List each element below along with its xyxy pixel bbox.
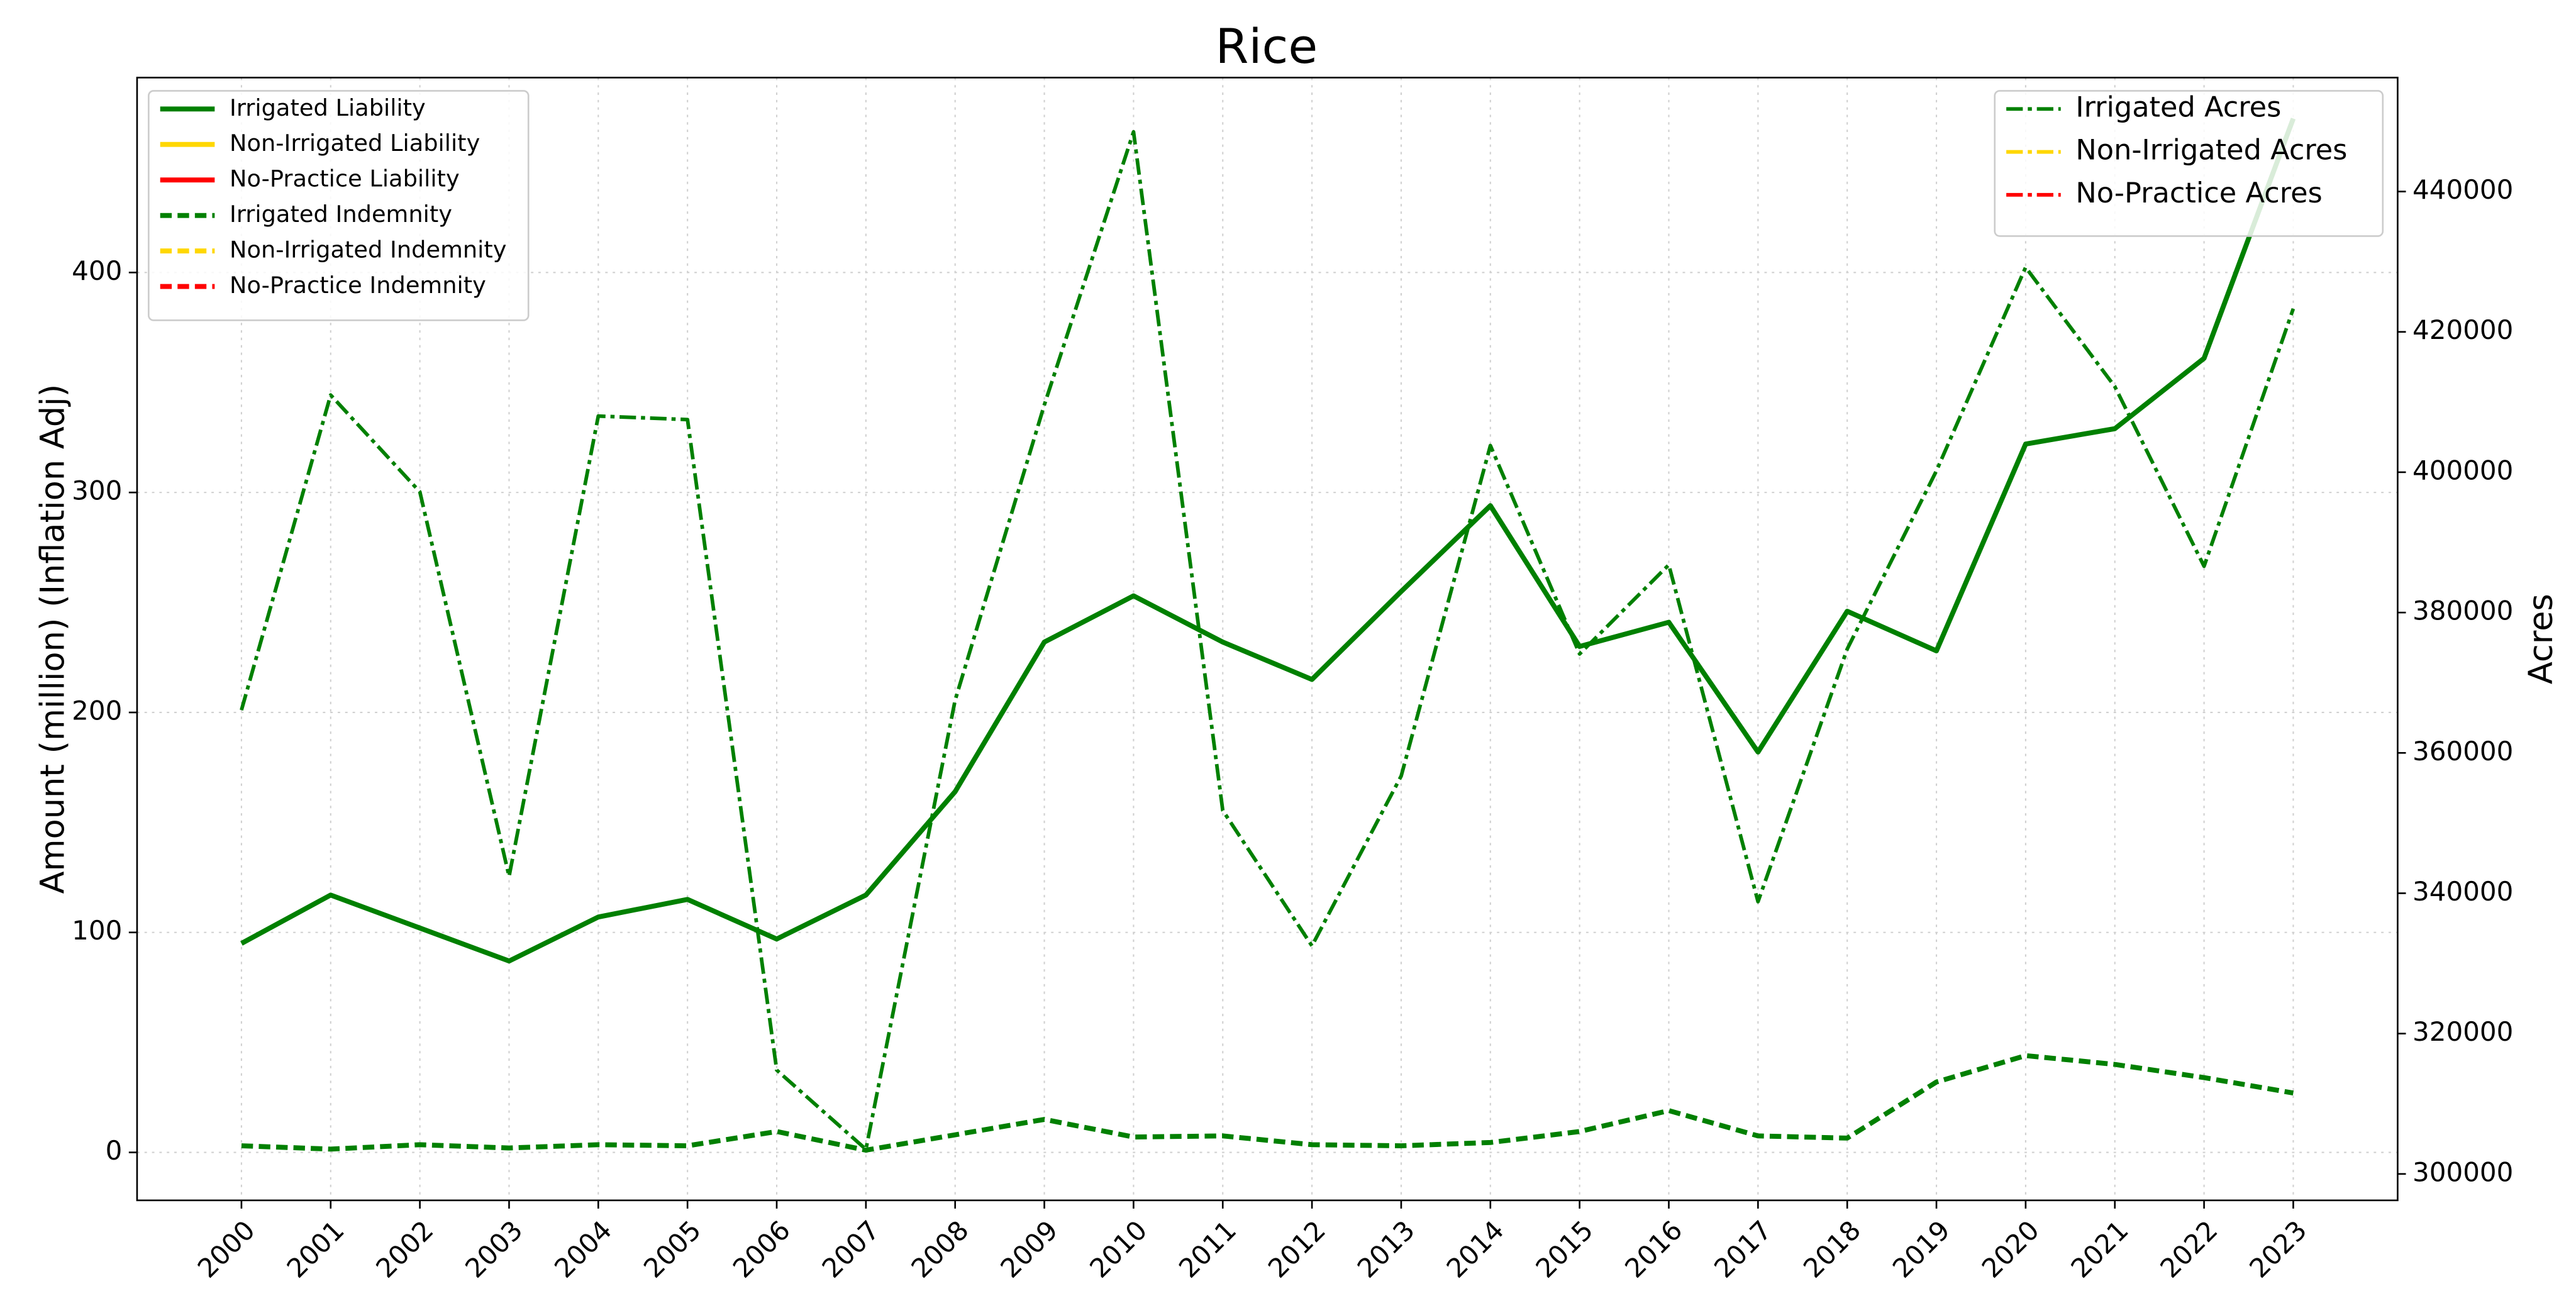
y-axis-label: Amount (million) (Inflation Adj) [33,384,72,894]
y-tick-label: 100 [72,915,122,946]
legend-label: Non-Irrigated Indemnity [230,236,507,263]
legend-label: Non-Irrigated Acres [2075,134,2347,167]
legend-label: Irrigated Acres [2075,91,2281,123]
series-line [240,130,2296,1151]
legend-label: No-Practice Acres [2075,177,2322,209]
legend-label: Irrigated Indemnity [230,201,452,228]
legend-label: No-Practice Indemnity [230,272,486,299]
y2-tick-label: 420000 [2412,314,2513,345]
y-tick-label: 400 [72,255,122,286]
chart-title: Rice [1216,18,1318,74]
y-tick-label: 300 [72,475,122,506]
y2-tick-label: 400000 [2412,455,2513,485]
series-line [240,118,2296,964]
y2-tick-label: 300000 [2412,1156,2513,1187]
y2-tick-label: 440000 [2412,174,2513,205]
legend-box [148,90,530,321]
legend: Irrigated Acres Non-Irrigated Acres No-Pra… [1994,90,2384,237]
legend-box [1994,90,2384,237]
legend-label: Non-Irrigated Liability [230,130,480,157]
y2-tick-label: 320000 [2412,1016,2513,1047]
legend-label: No-Practice Liability [230,165,460,192]
legend-label: Irrigated Liability [230,94,426,121]
y-tick-label: 0 [106,1135,123,1166]
y2-axis-label: Acres [2522,594,2560,684]
legend: Irrigated Liability Non-Irrigated Liabili… [148,90,530,321]
y-tick-label: 200 [72,695,122,726]
y2-tick-label: 360000 [2412,736,2513,767]
plot-frame [136,77,2399,1202]
y2-tick-label: 380000 [2412,596,2513,626]
y2-tick-label: 340000 [2412,876,2513,907]
series-line [241,1053,2294,1153]
